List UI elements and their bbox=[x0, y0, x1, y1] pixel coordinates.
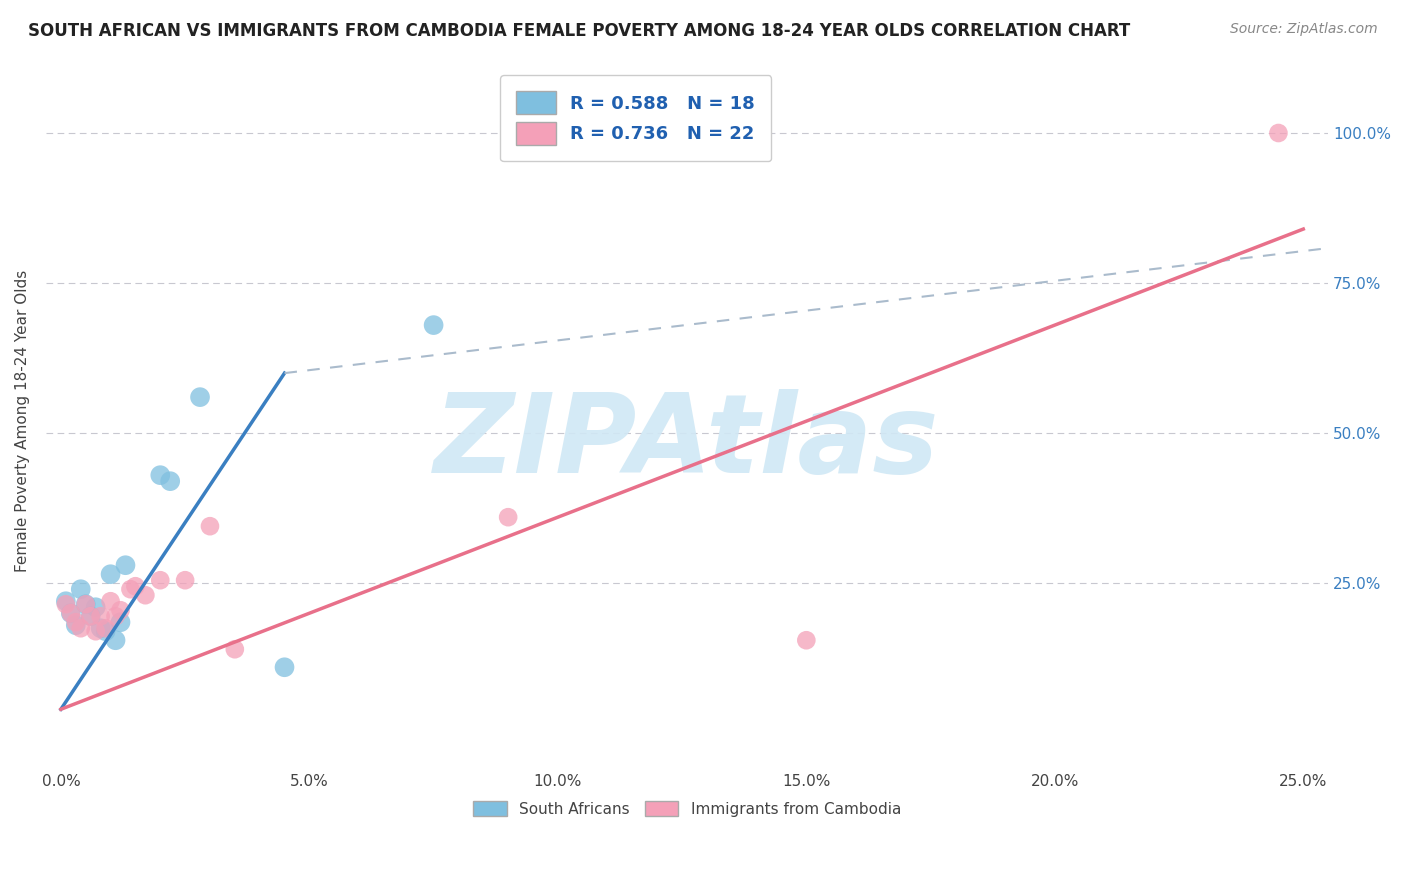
Point bbox=[69, 582, 91, 597]
Point bbox=[224, 642, 246, 657]
Point bbox=[90, 621, 112, 635]
Point bbox=[1267, 126, 1289, 140]
Point bbox=[94, 621, 117, 635]
Point bbox=[55, 597, 77, 611]
Text: SOUTH AFRICAN VS IMMIGRANTS FROM CAMBODIA FEMALE POVERTY AMONG 18-24 YEAR OLDS C: SOUTH AFRICAN VS IMMIGRANTS FROM CAMBODI… bbox=[28, 22, 1130, 40]
Point bbox=[149, 468, 172, 483]
Point bbox=[104, 609, 127, 624]
Point bbox=[134, 588, 156, 602]
Point bbox=[84, 624, 107, 639]
Point bbox=[90, 609, 112, 624]
Point bbox=[80, 609, 103, 624]
Point bbox=[794, 633, 817, 648]
Point bbox=[273, 660, 295, 674]
Point bbox=[80, 609, 103, 624]
Point bbox=[75, 597, 97, 611]
Legend: South Africans, Immigrants from Cambodia: South Africans, Immigrants from Cambodia bbox=[465, 793, 908, 824]
Point bbox=[110, 615, 132, 630]
Y-axis label: Female Poverty Among 18-24 Year Olds: Female Poverty Among 18-24 Year Olds bbox=[15, 270, 30, 573]
Text: ZIPAtlas: ZIPAtlas bbox=[434, 389, 939, 496]
Text: Source: ZipAtlas.com: Source: ZipAtlas.com bbox=[1230, 22, 1378, 37]
Point bbox=[149, 573, 172, 587]
Point bbox=[59, 606, 82, 620]
Point bbox=[59, 606, 82, 620]
Point bbox=[422, 318, 444, 332]
Point bbox=[100, 567, 122, 582]
Point bbox=[159, 474, 181, 488]
Point bbox=[496, 510, 519, 524]
Point bbox=[188, 390, 211, 404]
Point bbox=[75, 597, 97, 611]
Point bbox=[120, 582, 142, 597]
Point bbox=[198, 519, 221, 533]
Point bbox=[104, 633, 127, 648]
Point bbox=[55, 594, 77, 608]
Point bbox=[65, 615, 87, 630]
Point bbox=[110, 603, 132, 617]
Point bbox=[174, 573, 197, 587]
Point bbox=[84, 600, 107, 615]
Point bbox=[114, 558, 136, 573]
Point bbox=[94, 624, 117, 639]
Point bbox=[124, 579, 146, 593]
Point bbox=[100, 594, 122, 608]
Point bbox=[65, 618, 87, 632]
Point bbox=[69, 621, 91, 635]
